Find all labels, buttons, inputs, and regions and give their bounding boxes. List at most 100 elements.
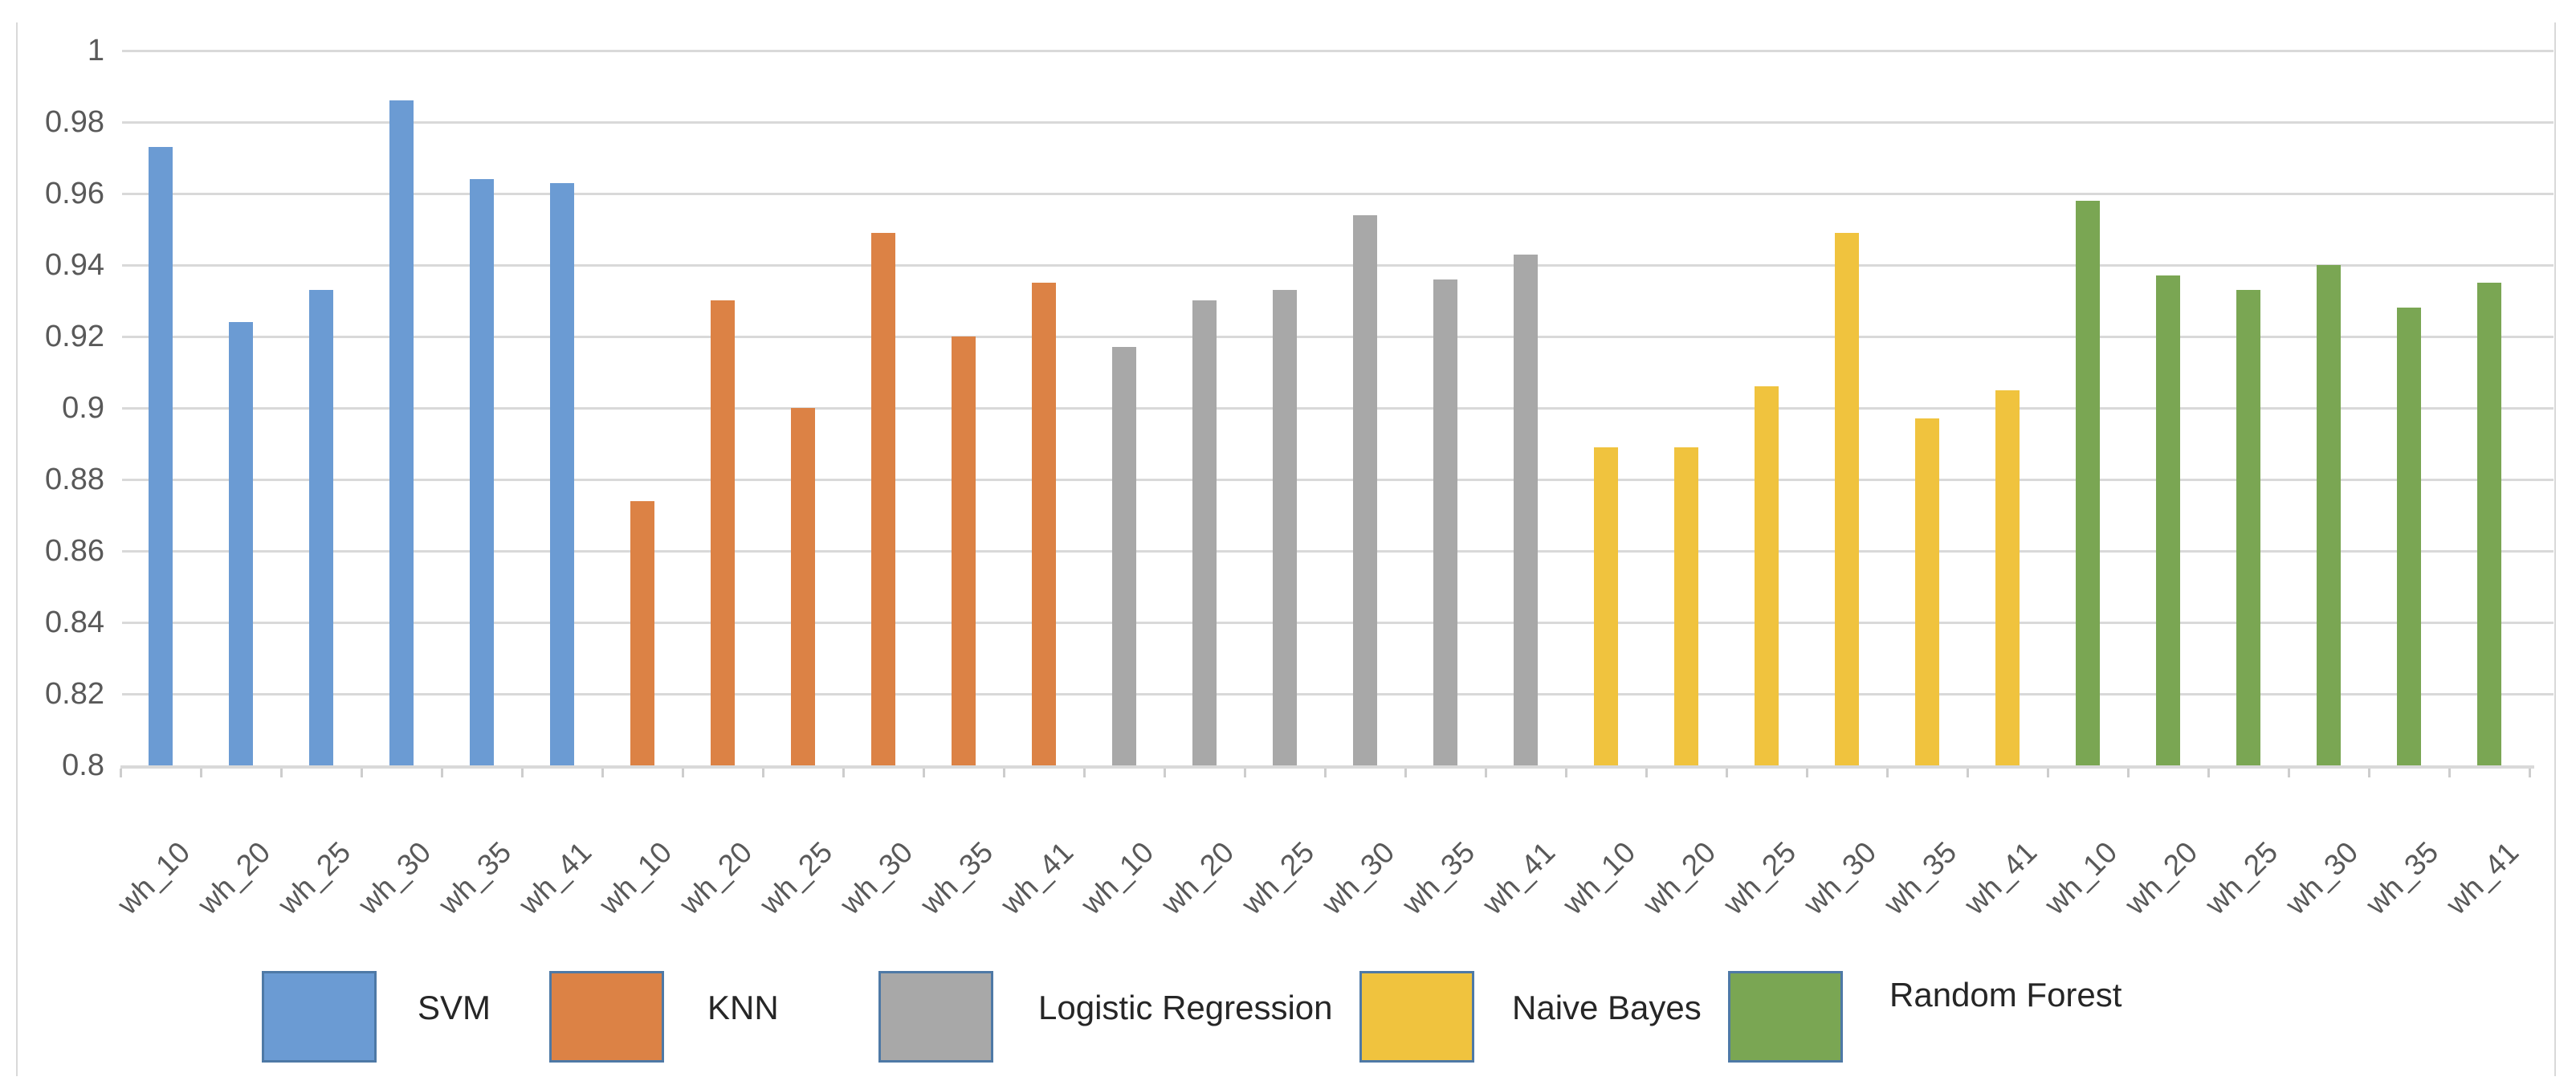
x-axis-tickmark bbox=[1485, 769, 1487, 777]
gridline bbox=[122, 479, 2554, 481]
x-tick-label: wh_20 bbox=[1155, 835, 1241, 921]
x-axis-tickmark bbox=[361, 769, 363, 777]
x-tick-label: wh_41 bbox=[1476, 835, 1562, 921]
x-tick-label: wh_10 bbox=[1556, 835, 1642, 921]
x-axis-line bbox=[120, 765, 2534, 769]
y-tick-label: 0.9 bbox=[62, 391, 104, 425]
legend-swatch-naive-bayes[interactable] bbox=[1359, 971, 1474, 1063]
legend-label-svm[interactable]: SVM bbox=[418, 989, 491, 1026]
gridline bbox=[122, 693, 2554, 696]
legend-swatch-random-forest[interactable] bbox=[1728, 971, 1843, 1063]
gridline bbox=[122, 193, 2554, 195]
x-tick-label: wh_41 bbox=[994, 835, 1080, 921]
x-axis-tickmark bbox=[1726, 769, 1728, 777]
x-tick-label: wh_20 bbox=[673, 835, 759, 921]
bar-knn-wh_25[interactable] bbox=[791, 408, 815, 765]
bar-random-forest-wh_35[interactable] bbox=[2397, 308, 2421, 765]
y-tick-label: 0.82 bbox=[45, 677, 104, 711]
bar-logistic-regression-wh_20[interactable] bbox=[1192, 300, 1217, 765]
x-axis-tickmark bbox=[1244, 769, 1246, 777]
x-tick-label: wh_35 bbox=[1396, 835, 1482, 921]
bar-svm-wh_25[interactable] bbox=[309, 290, 333, 765]
x-tick-label: wh_30 bbox=[1797, 835, 1883, 921]
x-axis-tickmark bbox=[1886, 769, 1889, 777]
legend-label-logistic-regression[interactable]: Logistic Regression bbox=[1038, 989, 1333, 1026]
bar-naive-bayes-wh_25[interactable] bbox=[1755, 386, 1779, 765]
chart-border-left bbox=[16, 22, 18, 1076]
x-tick-label: wh_25 bbox=[2199, 835, 2285, 921]
x-tick-label: wh_35 bbox=[432, 835, 518, 921]
gridline bbox=[122, 550, 2554, 553]
legend-swatch-knn[interactable] bbox=[549, 971, 664, 1063]
x-axis-tickmark bbox=[441, 769, 443, 777]
x-axis-tickmark bbox=[601, 769, 604, 777]
bar-random-forest-wh_10[interactable] bbox=[2076, 201, 2100, 765]
bar-logistic-regression-wh_30[interactable] bbox=[1353, 215, 1377, 765]
gridline bbox=[122, 336, 2554, 338]
bar-svm-wh_30[interactable] bbox=[389, 100, 414, 765]
x-axis-tickmark bbox=[1324, 769, 1327, 777]
bar-knn-wh_41[interactable] bbox=[1032, 283, 1056, 765]
x-tick-label: wh_41 bbox=[2439, 835, 2525, 921]
x-tick-label: wh_20 bbox=[191, 835, 277, 921]
bar-svm-wh_20[interactable] bbox=[229, 322, 253, 765]
x-axis-tickmark bbox=[200, 769, 202, 777]
x-axis-tickmark bbox=[2368, 769, 2370, 777]
x-tick-label: wh_30 bbox=[352, 835, 438, 921]
x-tick-label: wh_10 bbox=[111, 835, 197, 921]
legend-label-random-forest[interactable]: Random Forest bbox=[1889, 976, 2122, 1014]
x-axis-tickmark bbox=[2127, 769, 2130, 777]
bar-naive-bayes-wh_30[interactable] bbox=[1835, 233, 1859, 765]
legend-label-naive-bayes[interactable]: Naive Bayes bbox=[1512, 989, 1702, 1026]
chart-border-right bbox=[2554, 22, 2556, 1076]
bar-logistic-regression-wh_35[interactable] bbox=[1433, 279, 1457, 765]
y-tick-label: 0.94 bbox=[45, 248, 104, 282]
x-axis-tickmark bbox=[1565, 769, 1567, 777]
x-tick-label: wh_41 bbox=[1958, 835, 2044, 921]
x-axis-tickmark bbox=[923, 769, 925, 777]
x-tick-label: wh_25 bbox=[753, 835, 839, 921]
bar-svm-wh_10[interactable] bbox=[149, 147, 173, 765]
bar-logistic-regression-wh_41[interactable] bbox=[1514, 255, 1538, 765]
x-tick-label: wh_25 bbox=[1717, 835, 1803, 921]
y-tick-label: 0.98 bbox=[45, 105, 104, 139]
x-axis-tickmark bbox=[1967, 769, 1969, 777]
bar-knn-wh_30[interactable] bbox=[871, 233, 895, 765]
x-axis-tickmark bbox=[2448, 769, 2451, 777]
bar-naive-bayes-wh_10[interactable] bbox=[1594, 447, 1618, 765]
x-tick-label: wh_41 bbox=[512, 835, 598, 921]
y-tick-label: 0.84 bbox=[45, 606, 104, 639]
y-tick-label: 0.92 bbox=[45, 320, 104, 353]
x-axis-tickmark bbox=[2207, 769, 2210, 777]
x-tick-label: wh_10 bbox=[1074, 835, 1160, 921]
legend-swatch-svm[interactable] bbox=[262, 971, 377, 1063]
gridline bbox=[122, 407, 2554, 410]
bar-random-forest-wh_20[interactable] bbox=[2156, 275, 2180, 765]
bar-svm-wh_41[interactable] bbox=[550, 183, 574, 765]
legend-swatch-logistic-regression[interactable] bbox=[878, 971, 993, 1063]
x-axis-tickmark bbox=[1003, 769, 1005, 777]
x-axis-tickmark bbox=[120, 769, 122, 777]
x-tick-label: wh_35 bbox=[2359, 835, 2445, 921]
bar-logistic-regression-wh_25[interactable] bbox=[1273, 290, 1297, 765]
x-axis-tickmark bbox=[842, 769, 845, 777]
bar-naive-bayes-wh_20[interactable] bbox=[1674, 447, 1698, 765]
bar-naive-bayes-wh_41[interactable] bbox=[1995, 390, 2020, 765]
legend-label-knn[interactable]: KNN bbox=[707, 989, 779, 1026]
x-axis-tickmark bbox=[762, 769, 764, 777]
bar-knn-wh_20[interactable] bbox=[711, 300, 735, 765]
bar-naive-bayes-wh_35[interactable] bbox=[1915, 418, 1939, 765]
x-tick-label: wh_25 bbox=[1235, 835, 1321, 921]
bar-knn-wh_10[interactable] bbox=[630, 501, 654, 765]
x-axis-tickmark bbox=[1645, 769, 1648, 777]
gridline bbox=[122, 264, 2554, 267]
x-axis-tickmark bbox=[682, 769, 684, 777]
bar-random-forest-wh_41[interactable] bbox=[2477, 283, 2501, 765]
bar-svm-wh_35[interactable] bbox=[470, 179, 494, 765]
y-tick-label: 0.88 bbox=[45, 463, 104, 496]
bar-random-forest-wh_30[interactable] bbox=[2317, 265, 2341, 765]
bar-logistic-regression-wh_10[interactable] bbox=[1112, 347, 1136, 765]
bar-knn-wh_35[interactable] bbox=[952, 337, 976, 765]
bar-random-forest-wh_25[interactable] bbox=[2236, 290, 2260, 765]
